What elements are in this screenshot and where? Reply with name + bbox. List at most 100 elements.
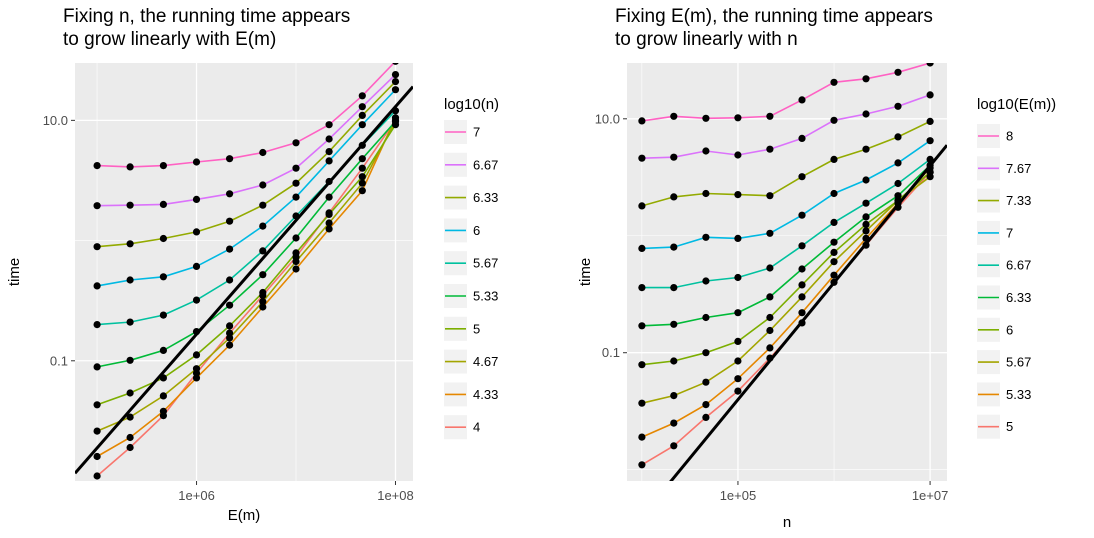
- x-tick-label: 1e+06: [178, 488, 215, 503]
- data-point: [391, 107, 400, 115]
- data-point: [126, 240, 134, 248]
- data-point: [734, 273, 742, 282]
- legend-title: log10(E(m)): [977, 96, 1056, 113]
- data-point: [226, 276, 234, 284]
- legend-entry-label: 8: [1006, 129, 1013, 144]
- data-point: [159, 311, 167, 319]
- data-point: [734, 309, 742, 317]
- legend-entry-label: 6.67: [1006, 258, 1031, 273]
- data-point: [192, 228, 201, 236]
- data-point: [766, 293, 774, 301]
- legend-entry-label: 7.33: [1006, 193, 1031, 208]
- x-tick-label: 1e+08: [377, 488, 414, 503]
- data-point: [894, 102, 902, 110]
- data-point: [926, 137, 934, 145]
- data-point: [325, 193, 333, 201]
- data-point: [93, 282, 101, 290]
- data-point: [830, 155, 838, 163]
- data-point: [292, 212, 300, 220]
- data-point: [862, 227, 870, 235]
- data-point: [798, 293, 806, 301]
- data-point: [325, 177, 333, 186]
- data-point: [702, 349, 710, 357]
- legend: log10(n) 7 6.67 6.33 6 5.67 5.33 5 4.67 4.33 4: [444, 96, 499, 440]
- data-point: [702, 378, 710, 386]
- data-point: [93, 321, 101, 329]
- legend-entry-label: 5.67: [473, 256, 498, 271]
- data-point: [670, 442, 678, 450]
- data-point: [830, 248, 838, 256]
- data-point: [798, 134, 806, 142]
- data-point: [734, 357, 742, 365]
- chart-title-line: to grow linearly with E(m): [63, 29, 276, 50]
- data-point: [926, 161, 934, 169]
- data-point: [93, 162, 101, 170]
- data-point: [734, 191, 742, 199]
- data-point: [926, 91, 934, 99]
- legend-entry-label: 6.33: [473, 190, 498, 205]
- data-point: [325, 157, 333, 165]
- data-point: [159, 392, 167, 400]
- data-point: [192, 195, 201, 203]
- data-point: [126, 443, 134, 452]
- data-point: [392, 63, 399, 65]
- data-point: [798, 242, 806, 250]
- data-point: [358, 179, 366, 187]
- data-point: [159, 346, 167, 354]
- data-point: [830, 278, 838, 286]
- data-point: [766, 229, 774, 237]
- data-point: [93, 427, 101, 435]
- data-point: [259, 247, 267, 255]
- series-line-6: [96, 89, 397, 287]
- data-point: [798, 319, 806, 327]
- series-line-5-33: [641, 167, 931, 438]
- series-line-7: [97, 63, 395, 168]
- data-point: [226, 155, 234, 163]
- data-point: [325, 135, 333, 143]
- chart-panel-2: Fixing E(m), the running time appearsto …: [577, 6, 1056, 531]
- data-point: [292, 193, 300, 201]
- data-point: [862, 176, 870, 184]
- y-tick-label: 10.0: [43, 113, 68, 128]
- data-point: [702, 277, 710, 285]
- data-point: [325, 148, 333, 156]
- data-point: [734, 375, 742, 383]
- legend-entry-label: 6: [473, 223, 480, 238]
- data-point: [192, 262, 201, 270]
- data-point: [702, 313, 710, 322]
- data-point: [638, 202, 646, 210]
- data-point: [93, 202, 101, 210]
- y-axis-title: time: [577, 258, 594, 286]
- data-point: [259, 298, 267, 306]
- data-point: [830, 258, 838, 266]
- data-point: [830, 218, 838, 226]
- data-point: [862, 213, 870, 221]
- data-point: [93, 363, 101, 371]
- series-line-5: [96, 124, 397, 406]
- data-point: [259, 271, 267, 279]
- data-point: [702, 114, 710, 122]
- data-point: [126, 413, 134, 421]
- data-point: [766, 145, 774, 153]
- plot-area: [638, 63, 947, 481]
- data-point: [226, 341, 234, 349]
- legend-entry-label: 5.67: [1006, 355, 1031, 370]
- data-point: [670, 320, 678, 328]
- data-point: [358, 121, 366, 129]
- data-point: [766, 264, 774, 272]
- data-point: [93, 243, 101, 251]
- chart-title-line: Fixing E(m), the running time appears: [615, 6, 933, 27]
- series-line-7-67: [641, 94, 931, 159]
- data-point: [894, 159, 902, 167]
- data-point: [358, 92, 366, 100]
- data-point: [830, 189, 838, 198]
- data-point: [159, 162, 167, 170]
- y-tick-label: 0.1: [50, 353, 68, 368]
- series-line-6-67: [97, 74, 397, 207]
- data-point: [926, 117, 934, 125]
- data-point: [862, 75, 870, 83]
- data-point: [926, 155, 934, 163]
- data-point: [192, 374, 201, 382]
- data-point: [126, 389, 134, 397]
- data-point: [358, 173, 366, 181]
